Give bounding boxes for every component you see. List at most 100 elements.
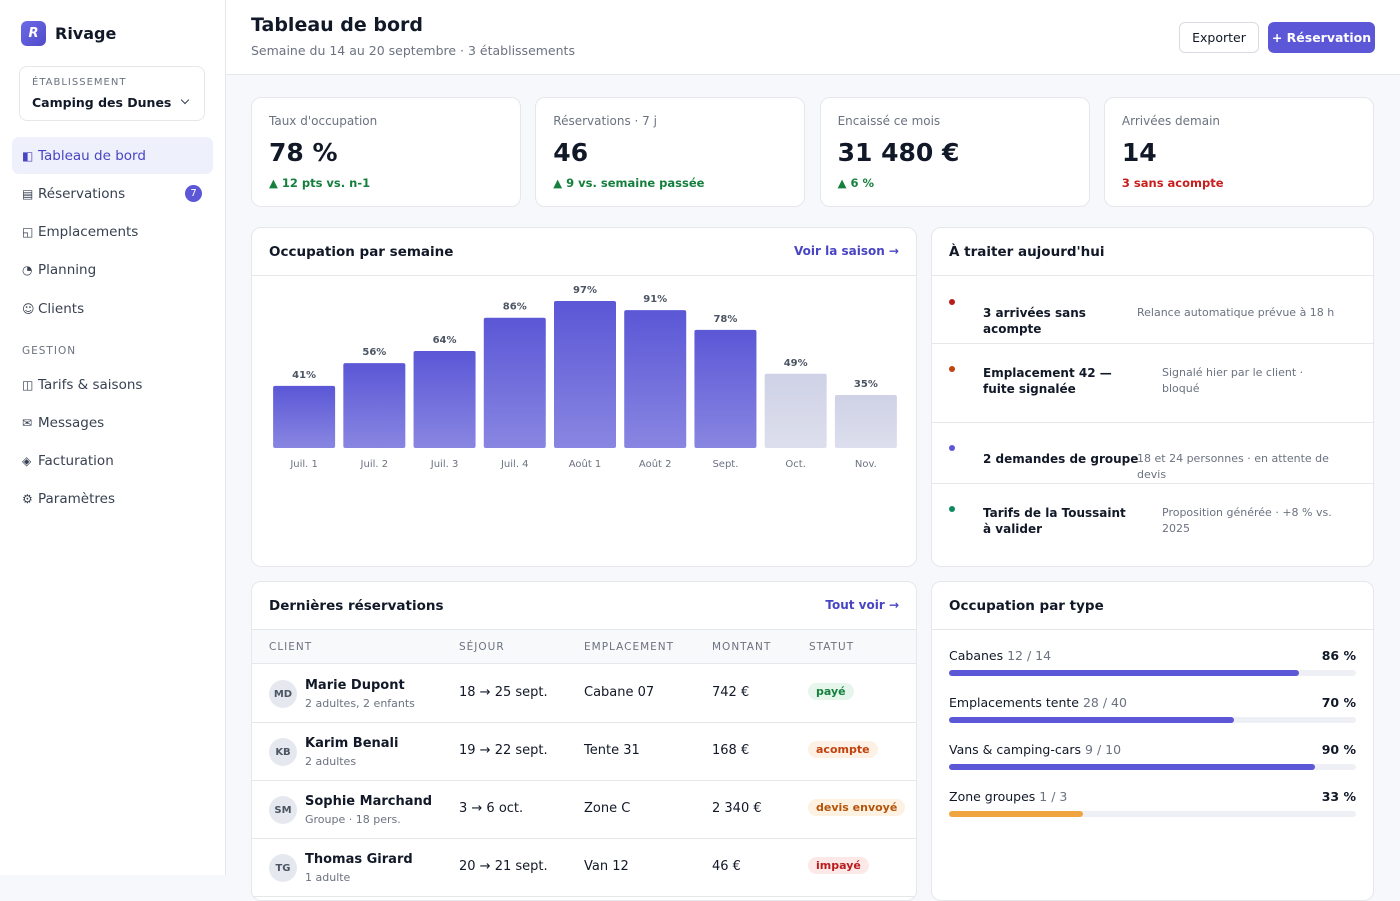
logo: R bbox=[21, 21, 46, 46]
bar bbox=[343, 363, 406, 448]
bar bbox=[413, 351, 476, 448]
stay: 3 → 6 oct. bbox=[459, 801, 524, 816]
type-percent: 86 % bbox=[1321, 648, 1356, 663]
bookings-title: Dernières réservations bbox=[269, 598, 444, 614]
kpi-card: Encaissé ce mois 31 480 € ▲ 6 % bbox=[819, 97, 1090, 207]
bar-label: 49% bbox=[784, 358, 808, 369]
brand-name: Rivage bbox=[55, 24, 117, 43]
type-count: 28 / 40 bbox=[1082, 695, 1127, 710]
nav-label: Paramètres bbox=[38, 491, 115, 508]
tasks-card: À traiter aujourd'hui 3 arrivées sans ac… bbox=[931, 227, 1374, 567]
nav-label: Réservations bbox=[38, 185, 126, 202]
nav-item[interactable]: ◫ Tarifs & saisons bbox=[12, 366, 213, 403]
task-item[interactable]: 2 demandes de groupe 18 et 24 personnes ·… bbox=[932, 423, 1373, 484]
bar bbox=[834, 394, 897, 448]
progress-bar bbox=[949, 717, 1234, 723]
chart-title: Occupation par semaine bbox=[269, 244, 454, 260]
kpi-label: Réservations · 7 j bbox=[553, 114, 657, 128]
nav-icon: ◫ bbox=[22, 377, 34, 392]
x-tick-label: Juil. 4 bbox=[500, 459, 529, 470]
kpi-label: Encaissé ce mois bbox=[837, 114, 941, 128]
site: Zone C bbox=[584, 801, 631, 816]
client-party: 2 adultes bbox=[305, 755, 357, 768]
nav-icon: ◔ bbox=[22, 263, 33, 278]
kpi-delta: ▲ 9 vs. semaine passée bbox=[553, 176, 705, 190]
task-item[interactable]: Emplacement 42 — fuite signalée Signalé h… bbox=[932, 344, 1373, 423]
card-header: Dernières réservations Tout voir → bbox=[252, 582, 916, 630]
site: Cabane 07 bbox=[584, 685, 655, 700]
all-link[interactable]: Tout voir → bbox=[825, 598, 899, 612]
status: payé bbox=[808, 683, 854, 700]
task-title: 2 demandes de groupe bbox=[983, 452, 1139, 466]
table-row[interactable]: TG Thomas Girard 1 adulte 20 → 21 sept. Van … bbox=[252, 839, 916, 897]
card-header: Occupation par semaine Voir la saison → bbox=[252, 228, 916, 276]
type-row: Cabanes 12 / 14 86 % bbox=[949, 648, 1356, 688]
site: Van 12 bbox=[584, 859, 629, 874]
establishment-select[interactable]: ÉTABLISSEMENT Camping des Dunes bbox=[19, 66, 205, 121]
task-item[interactable]: Tarifs de la Toussaint à valider Proposit… bbox=[932, 484, 1373, 566]
bar-label: 91% bbox=[643, 294, 667, 305]
nav-item[interactable]: ⚙ Paramètres bbox=[12, 481, 213, 518]
type-percent: 90 % bbox=[1321, 742, 1356, 757]
progress-track bbox=[949, 717, 1356, 723]
type-percent: 33 % bbox=[1321, 789, 1356, 804]
establishment-label: ÉTABLISSEMENT bbox=[32, 77, 127, 88]
kpi-value: 14 bbox=[1121, 138, 1157, 167]
x-tick-label: Sept. bbox=[712, 459, 738, 470]
table-header: CLIENT SÉJOUR EMPLACEMENT MONTANT STATUT bbox=[252, 630, 916, 664]
task-note: Proposition générée · +8 % vs. 2025 bbox=[1162, 506, 1332, 535]
nav-icon: ✉ bbox=[22, 415, 33, 430]
task-title: Emplacement 42 — fuite signalée bbox=[983, 366, 1112, 396]
site: Tente 31 bbox=[584, 743, 640, 758]
client-name: Karim Benali bbox=[305, 736, 399, 751]
nav-item[interactable]: ◧ Tableau de bord bbox=[12, 137, 213, 174]
nav-item[interactable]: ◈ Facturation bbox=[12, 443, 213, 480]
nav-icon: ☺ bbox=[22, 301, 35, 316]
type-row: Vans & camping-cars 9 / 10 90 % bbox=[949, 742, 1356, 782]
task-note: Signalé hier par le client · bloqué bbox=[1162, 366, 1304, 395]
nav-item[interactable]: ☺ Clients bbox=[12, 290, 213, 327]
amount: 742 € bbox=[712, 685, 750, 700]
new-booking-button[interactable]: + Réservation bbox=[1268, 22, 1375, 53]
amount: 46 € bbox=[712, 859, 741, 874]
export-button[interactable]: Exporter bbox=[1179, 22, 1259, 53]
card-header: Occupation par type bbox=[932, 582, 1373, 630]
client-party: Groupe · 18 pers. bbox=[305, 813, 401, 826]
amount: 168 € bbox=[712, 743, 750, 758]
nav-icon: ◈ bbox=[22, 454, 32, 469]
nav-item[interactable]: ▤ Réservations 7 bbox=[12, 175, 213, 212]
type-name: Cabanes bbox=[949, 648, 1004, 663]
kpi-delta: 3 sans acompte bbox=[1121, 176, 1224, 190]
kpi-card: Taux d'occupation 78 % ▲ 12 pts vs. n-1 bbox=[251, 97, 521, 207]
weekly-card: Occupation par semaine Voir la saison → … bbox=[251, 227, 917, 567]
table-row[interactable]: SM Sophie Marchand Groupe · 18 pers. 3 → 6 … bbox=[252, 781, 916, 839]
page: R Rivage ÉTABLISSEMENT Camping des Dunes… bbox=[12, 0, 1400, 901]
stay: 19 → 22 sept. bbox=[459, 743, 548, 758]
bar bbox=[764, 373, 827, 448]
bar-label: 97% bbox=[573, 285, 597, 296]
nav-label: Tarifs & saisons bbox=[38, 376, 143, 393]
kpi-value: 31 480 € bbox=[837, 138, 960, 167]
nav-item[interactable]: ◱ Emplacements bbox=[12, 214, 213, 251]
avatar: TG bbox=[269, 854, 297, 882]
column-header: STATUT bbox=[809, 641, 855, 653]
task-dot bbox=[949, 366, 955, 372]
nav-item[interactable]: ◔ Planning bbox=[12, 252, 213, 289]
kpi-label: Taux d'occupation bbox=[269, 114, 378, 128]
nav-label: Emplacements bbox=[38, 224, 139, 241]
table-row[interactable]: MD Marie Dupont 2 adultes, 2 enfants 18 → 2… bbox=[252, 665, 916, 723]
bar-label: 56% bbox=[362, 347, 386, 358]
kpi-delta: ▲ 12 pts vs. n-1 bbox=[269, 176, 371, 190]
progress-bar bbox=[949, 670, 1300, 676]
column-header: SÉJOUR bbox=[459, 641, 505, 653]
x-tick-label: Juil. 3 bbox=[430, 459, 459, 470]
table-row[interactable]: KB Karim Benali 2 adultes 19 → 22 sept. Tent… bbox=[252, 723, 916, 781]
kpi-delta: ▲ 6 % bbox=[837, 176, 874, 190]
bookings-card: Dernières réservations Tout voir → CLIEN… bbox=[251, 581, 917, 901]
avatar: KB bbox=[269, 738, 297, 766]
client-party: 1 adulte bbox=[305, 871, 351, 884]
season-link[interactable]: Voir la saison → bbox=[794, 244, 899, 258]
nav-item[interactable]: ✉ Messages bbox=[12, 404, 213, 441]
kpi-card: Réservations · 7 j 46 ▲ 9 vs. semaine pass… bbox=[535, 97, 806, 207]
task-item[interactable]: 3 arrivées sans acompte Relance automatiq… bbox=[932, 277, 1373, 344]
